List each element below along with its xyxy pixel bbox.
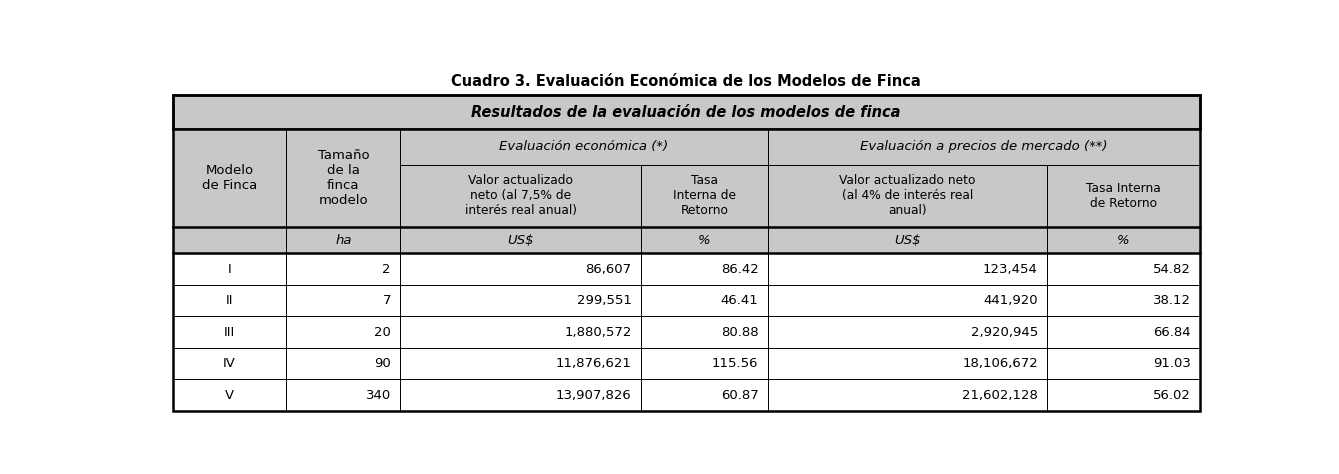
Bar	[641, 285, 767, 316]
Bar	[767, 227, 1047, 254]
Text: Evaluación económica (*): Evaluación económica (*)	[499, 140, 668, 154]
Text: 86,607: 86,607	[585, 263, 632, 275]
Text: US$: US$	[507, 234, 534, 247]
Text: 20: 20	[374, 326, 391, 338]
Text: 1,880,572: 1,880,572	[564, 326, 632, 338]
Text: 123,454: 123,454	[983, 263, 1038, 275]
Bar	[641, 316, 767, 348]
Bar	[1047, 254, 1200, 285]
Text: 2,920,945: 2,920,945	[971, 326, 1038, 338]
Text: 90: 90	[374, 357, 391, 370]
Bar	[400, 316, 641, 348]
Bar	[767, 316, 1047, 348]
Text: II: II	[226, 294, 233, 307]
Bar	[173, 316, 287, 348]
Bar	[767, 348, 1047, 379]
Text: Tasa
Interna de
Retorno: Tasa Interna de Retorno	[674, 174, 736, 218]
Bar	[173, 379, 287, 411]
Bar	[287, 348, 400, 379]
Text: 340: 340	[366, 389, 391, 401]
Text: Evaluación a precios de mercado (**): Evaluación a precios de mercado (**)	[860, 140, 1107, 154]
Bar	[767, 285, 1047, 316]
Text: %: %	[698, 234, 711, 247]
Text: Tasa Interna
de Retorno: Tasa Interna de Retorno	[1086, 182, 1161, 210]
Bar	[400, 164, 641, 227]
Text: 2: 2	[383, 263, 391, 275]
Bar	[767, 254, 1047, 285]
Text: 80.88: 80.88	[720, 326, 758, 338]
Text: 60.87: 60.87	[720, 389, 758, 401]
Bar	[1047, 379, 1200, 411]
Bar	[1047, 316, 1200, 348]
Bar	[287, 227, 400, 254]
Bar	[287, 285, 400, 316]
Text: Resultados de la evaluación de los modelos de finca: Resultados de la evaluación de los model…	[471, 105, 901, 120]
Text: 38.12: 38.12	[1153, 294, 1190, 307]
Text: V: V	[225, 389, 234, 401]
Text: 441,920: 441,920	[983, 294, 1038, 307]
Bar	[1047, 285, 1200, 316]
Bar	[287, 316, 400, 348]
Bar	[641, 254, 767, 285]
Text: Tamaño
de la
finca
modelo: Tamaño de la finca modelo	[317, 149, 370, 207]
Bar	[1047, 164, 1200, 227]
Text: 299,551: 299,551	[577, 294, 632, 307]
Bar	[173, 348, 287, 379]
Bar	[1047, 227, 1200, 254]
Bar	[641, 164, 767, 227]
Bar	[767, 379, 1047, 411]
Text: Modelo
de Finca: Modelo de Finca	[202, 164, 257, 192]
Bar	[400, 285, 641, 316]
Text: US$: US$	[894, 234, 921, 247]
Text: 46.41: 46.41	[720, 294, 758, 307]
Bar	[287, 379, 400, 411]
Bar	[641, 348, 767, 379]
Text: 18,106,672: 18,106,672	[963, 357, 1038, 370]
Bar	[173, 254, 287, 285]
Text: IV: IV	[224, 357, 236, 370]
Bar	[173, 227, 287, 254]
Bar	[173, 95, 1200, 129]
Text: Valor actualizado
neto (al 7,5% de
interés real anual): Valor actualizado neto (al 7,5% de inter…	[465, 174, 577, 218]
Bar	[173, 129, 287, 227]
Bar	[400, 348, 641, 379]
Bar	[767, 129, 1200, 164]
Text: %: %	[1117, 234, 1130, 247]
Text: 21,602,128: 21,602,128	[961, 389, 1038, 401]
Bar	[173, 285, 287, 316]
Bar	[400, 379, 641, 411]
Text: 115.56: 115.56	[712, 357, 758, 370]
Bar	[173, 95, 1200, 411]
Text: 7: 7	[383, 294, 391, 307]
Text: 86.42: 86.42	[720, 263, 758, 275]
Bar	[1047, 348, 1200, 379]
Text: III: III	[224, 326, 236, 338]
Text: 66.84: 66.84	[1153, 326, 1190, 338]
Text: Valor actualizado neto
(al 4% de interés real
anual): Valor actualizado neto (al 4% de interés…	[840, 174, 976, 218]
Text: 13,907,826: 13,907,826	[556, 389, 632, 401]
Text: Cuadro 3. Evaluación Económica de los Modelos de Finca: Cuadro 3. Evaluación Económica de los Mo…	[451, 74, 921, 89]
Bar	[400, 254, 641, 285]
Bar	[641, 379, 767, 411]
Text: I: I	[228, 263, 232, 275]
Bar	[400, 129, 767, 164]
Bar	[287, 129, 400, 227]
Text: 11,876,621: 11,876,621	[556, 357, 632, 370]
Bar	[641, 227, 767, 254]
Text: 91.03: 91.03	[1153, 357, 1190, 370]
Text: 54.82: 54.82	[1153, 263, 1190, 275]
Text: 56.02: 56.02	[1153, 389, 1190, 401]
Text: ha: ha	[335, 234, 352, 247]
Bar	[287, 254, 400, 285]
Bar	[400, 227, 641, 254]
Bar	[767, 164, 1047, 227]
